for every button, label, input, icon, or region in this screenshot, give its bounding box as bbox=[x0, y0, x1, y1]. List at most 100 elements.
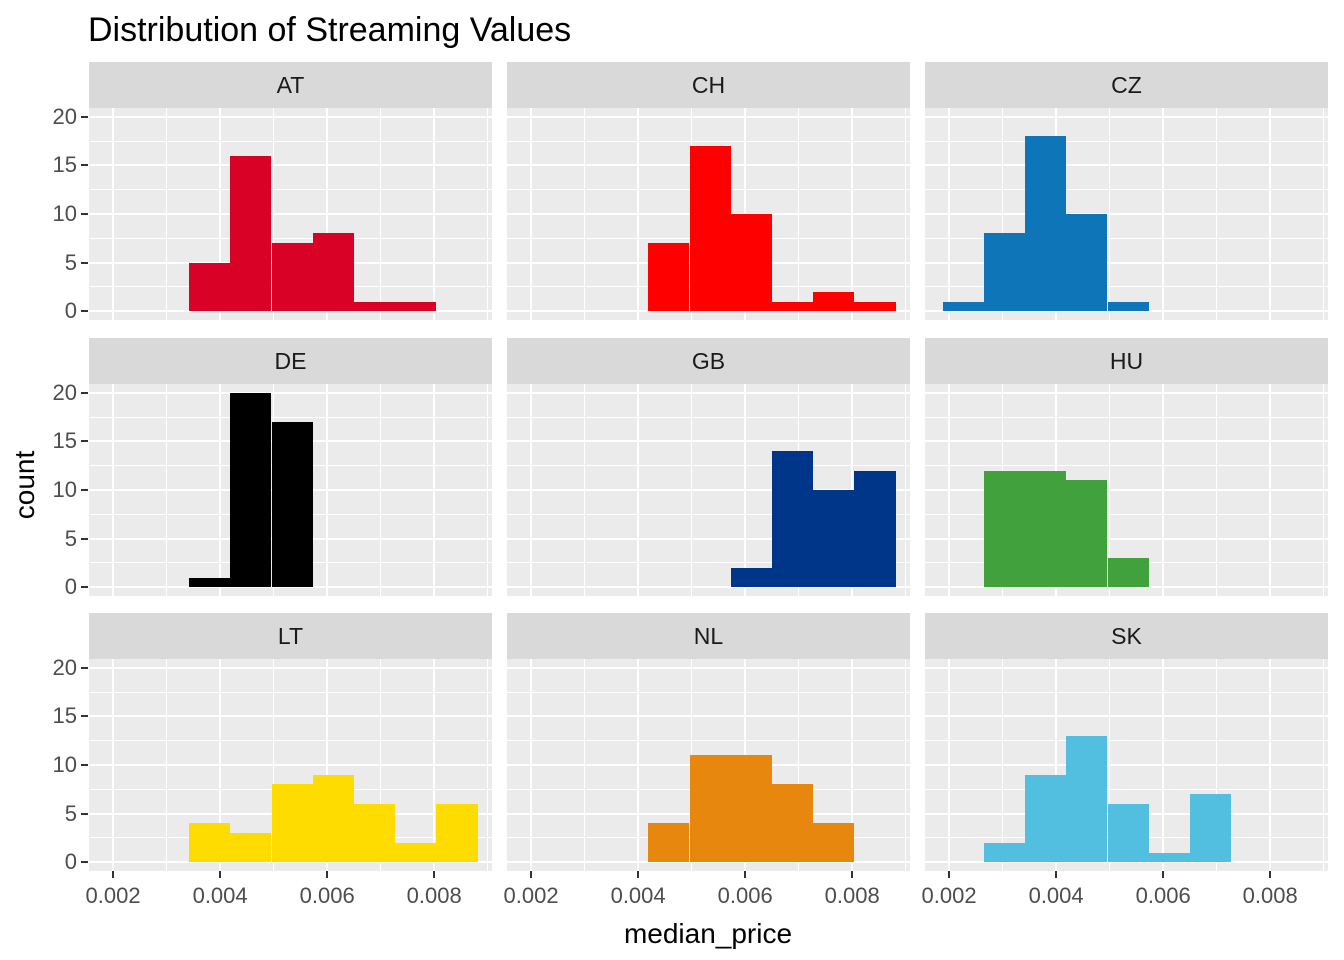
y-tick-mark bbox=[81, 115, 88, 118]
histogram-bar bbox=[854, 470, 896, 588]
gridline-major-h bbox=[925, 391, 1328, 394]
x-tick-label: 0.004 bbox=[610, 883, 666, 908]
gridline-major-h bbox=[925, 666, 1328, 669]
facet-strip-label: DE bbox=[274, 347, 307, 374]
gridline-major-h bbox=[925, 261, 1328, 264]
histogram-bar bbox=[1107, 803, 1149, 863]
gridline-major-v bbox=[1162, 659, 1165, 871]
gridline-major-h bbox=[89, 586, 492, 589]
facet-strip-label: AT bbox=[276, 71, 305, 98]
histogram-bar bbox=[1066, 214, 1108, 312]
facet-strip: AT bbox=[89, 62, 492, 108]
y-tick-mark bbox=[81, 489, 88, 491]
histogram-bar bbox=[353, 803, 396, 863]
gridline-major-h bbox=[507, 537, 910, 540]
gridline-major-h bbox=[507, 666, 910, 669]
gridline-major-h bbox=[925, 115, 1328, 118]
y-tick-mark bbox=[81, 537, 88, 540]
x-tick-mark bbox=[637, 871, 640, 878]
y-tick-mark bbox=[81, 310, 88, 313]
gridline-minor-h bbox=[925, 788, 1328, 790]
gridline-major-h bbox=[507, 310, 910, 313]
facet-strip-label: SK bbox=[1111, 622, 1142, 649]
facet-panel bbox=[89, 108, 492, 320]
gridline-minor-h bbox=[925, 513, 1328, 515]
gridline-minor-h bbox=[507, 513, 910, 515]
gridline-major-h bbox=[507, 391, 910, 394]
gridline-minor-h bbox=[925, 465, 1328, 467]
gridline-major-v bbox=[219, 108, 222, 320]
facet-strip: DE bbox=[89, 338, 492, 384]
facet-panel bbox=[925, 659, 1328, 871]
histogram-bar bbox=[230, 833, 272, 863]
gridline-major-v bbox=[530, 108, 533, 320]
gridline-major-v bbox=[219, 659, 222, 871]
facet-strip-label: GB bbox=[691, 347, 726, 374]
y-tick-label: 20 bbox=[52, 654, 77, 680]
histogram-bar bbox=[942, 301, 984, 312]
histogram-bar bbox=[1148, 852, 1190, 863]
gridline-minor-h bbox=[89, 237, 492, 239]
y-tick-label: 0 bbox=[64, 574, 77, 600]
gridline-major-v bbox=[530, 659, 533, 871]
x-axis-title: median_price bbox=[623, 918, 793, 949]
histogram-bar bbox=[1066, 480, 1108, 588]
gridline-minor-h bbox=[507, 140, 910, 142]
histogram-bar bbox=[271, 784, 313, 863]
gridline-major-v bbox=[530, 384, 533, 596]
gridline-major-h bbox=[507, 715, 910, 718]
histogram-bar bbox=[648, 243, 690, 312]
gridline-major-v bbox=[433, 108, 436, 320]
gridline-major-v bbox=[637, 384, 640, 596]
gridline-major-h bbox=[89, 213, 492, 215]
y-tick-label: 10 bbox=[52, 752, 77, 777]
facet-panel bbox=[89, 659, 492, 871]
histogram-bar bbox=[689, 755, 731, 863]
histogram-bar bbox=[983, 842, 1026, 863]
histogram-bar bbox=[813, 490, 855, 588]
gridline-major-v bbox=[112, 108, 115, 320]
histogram-bar bbox=[730, 214, 772, 312]
x-tick-mark bbox=[112, 871, 115, 878]
gridline-major-v bbox=[851, 659, 854, 871]
y-tick-label: 5 bbox=[64, 525, 77, 551]
y-tick-label: 15 bbox=[52, 703, 77, 729]
gridline-minor-h bbox=[925, 691, 1328, 693]
facet-strip: HU bbox=[925, 338, 1328, 384]
x-tick-label: 0.008 bbox=[406, 883, 462, 908]
y-tick-label: 15 bbox=[52, 428, 77, 454]
y-tick-mark bbox=[81, 164, 88, 167]
facet-panel bbox=[89, 384, 492, 596]
gridline-major-h bbox=[89, 861, 492, 864]
y-tick-label: 5 bbox=[64, 800, 77, 826]
gridline-major-h bbox=[925, 310, 1328, 313]
gridline-minor-h bbox=[89, 140, 492, 142]
gridline-major-v bbox=[851, 108, 854, 320]
x-tick-label: 0.008 bbox=[1242, 883, 1298, 908]
gridline-major-v bbox=[1055, 659, 1058, 871]
facet-panel bbox=[507, 384, 910, 596]
gridline-major-v bbox=[1269, 659, 1272, 871]
histogram-bar bbox=[730, 567, 772, 588]
histogram-bar bbox=[312, 233, 354, 312]
y-tick-label: 0 bbox=[64, 849, 77, 875]
plot-title: Distribution of Streaming Values bbox=[88, 11, 572, 49]
gridline-major-h bbox=[925, 586, 1328, 589]
y-tick-label: 20 bbox=[52, 103, 77, 129]
gridline-major-v bbox=[1269, 108, 1272, 320]
gridline-major-v bbox=[948, 659, 951, 871]
histogram-bar bbox=[312, 774, 354, 863]
facet-strip: LT bbox=[89, 613, 492, 659]
x-tick-mark bbox=[851, 871, 854, 878]
gridline-major-v bbox=[637, 108, 640, 320]
gridline-major-v bbox=[637, 659, 640, 871]
gridline-major-h bbox=[89, 310, 492, 313]
x-tick-label: 0.004 bbox=[192, 883, 248, 908]
gridline-major-v bbox=[112, 384, 115, 596]
y-tick-label: 20 bbox=[52, 379, 77, 405]
histogram-bar bbox=[813, 291, 855, 312]
histogram-bar bbox=[271, 243, 313, 312]
gridline-major-h bbox=[925, 537, 1328, 540]
facet-panel bbox=[925, 384, 1328, 596]
histogram-bar bbox=[854, 301, 896, 312]
